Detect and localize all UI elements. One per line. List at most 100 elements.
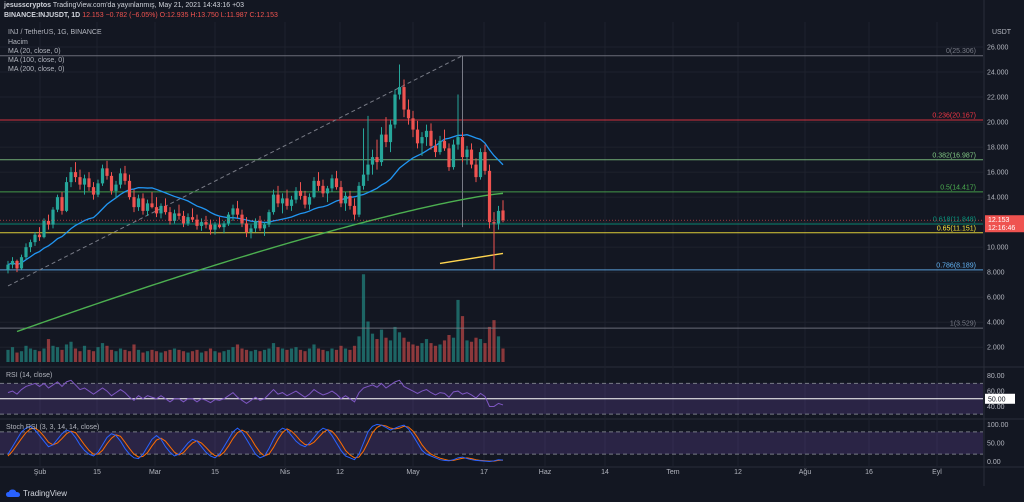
candle-body <box>334 178 339 188</box>
volume-bar <box>46 339 51 362</box>
time-tick-label: 16 <box>865 469 873 476</box>
legend-volume[interactable]: Hacim <box>8 39 28 46</box>
candle-body <box>307 197 312 205</box>
candle <box>447 143 451 171</box>
candle <box>181 210 186 228</box>
volume-bar <box>6 349 10 362</box>
volume-bar <box>469 341 474 362</box>
volume-bar <box>438 344 442 362</box>
candle-body <box>154 207 159 214</box>
candle <box>37 227 42 241</box>
legend-ma100[interactable]: MA (100, close, 0) <box>8 57 65 64</box>
candle-body <box>424 130 429 138</box>
time-tick-label: Ağu <box>799 469 812 476</box>
stoch-band <box>0 431 983 455</box>
volume-bar <box>177 349 181 362</box>
candle <box>424 124 429 146</box>
candle <box>303 190 307 209</box>
candle <box>357 182 361 218</box>
candle-body <box>132 197 136 208</box>
fib-label: 0.5(14.417) <box>940 184 976 191</box>
candle-body <box>123 173 127 181</box>
price-tick-label: 8.000 <box>987 270 1005 277</box>
candle <box>478 148 483 180</box>
candle-body <box>190 217 195 220</box>
volume-bar <box>330 348 334 362</box>
volume-bar <box>478 339 483 362</box>
candle <box>19 254 24 270</box>
volume-bar <box>294 347 298 362</box>
volume-bar <box>370 333 375 362</box>
ma200-line <box>439 252 504 265</box>
stoch-label: Stoch RSI (3, 3, 14, 14, close) <box>6 424 99 431</box>
candle-body <box>478 152 483 178</box>
candle-body <box>433 145 438 153</box>
volume-bar <box>168 349 172 362</box>
volume-bars <box>6 274 505 362</box>
candle-body <box>69 172 73 183</box>
candle-body <box>330 178 334 189</box>
candle <box>105 160 109 180</box>
candle-body <box>253 220 258 229</box>
candle <box>190 208 195 223</box>
candle <box>307 193 312 210</box>
candle <box>123 165 127 185</box>
fib-label: 0.65(11.151) <box>937 225 976 232</box>
last-price-label: 12.153 <box>988 217 1010 224</box>
volume-bar <box>51 345 55 362</box>
brand-text: TradingView <box>23 489 68 498</box>
volume-bar <box>240 348 244 362</box>
candle-body <box>100 168 105 184</box>
volume-bar <box>411 344 415 362</box>
candle-body <box>366 164 370 175</box>
candle-body <box>136 198 141 208</box>
candle <box>483 144 487 175</box>
candle <box>91 182 96 200</box>
legend-ma20[interactable]: MA (20, close, 0) <box>8 48 61 55</box>
volume-bar <box>141 352 145 362</box>
candle-body <box>451 144 456 168</box>
legend-pair[interactable]: INJ / TetherUS, 1G, BINANCE <box>8 29 102 36</box>
legend-ma200[interactable]: MA (200, close, 0) <box>8 66 65 73</box>
candle-body <box>217 224 222 228</box>
candle <box>51 207 55 229</box>
candle-body <box>361 174 366 186</box>
candle-body <box>204 222 208 225</box>
volume-bar <box>15 352 19 362</box>
candle <box>204 215 208 229</box>
candle <box>186 213 190 226</box>
volume-bar <box>60 349 64 362</box>
volume-bar <box>226 349 231 362</box>
countdown-label: 12:16:46 <box>988 225 1015 232</box>
time-tick-label: Tem <box>666 469 679 476</box>
candle <box>348 190 352 210</box>
tradingview-brand[interactable]: TradingView <box>6 489 67 498</box>
volume-bar <box>285 349 289 362</box>
candle-body <box>78 177 82 185</box>
candle-body <box>298 190 303 196</box>
candles <box>6 64 505 274</box>
candle <box>154 197 159 218</box>
author-line: jesusscryptos TradingView.com'da yayınla… <box>4 2 244 9</box>
candle-body <box>186 217 190 224</box>
price-tick-label: 14.000 <box>987 195 1009 202</box>
candle-body <box>222 223 226 228</box>
volume-bar <box>222 351 226 362</box>
candle <box>438 135 442 155</box>
stoch-rsi-pane: Stoch RSI (3, 3, 14, 14, close) <box>0 423 983 463</box>
candle <box>460 132 465 163</box>
candle <box>240 209 244 228</box>
ma100-line <box>16 192 504 333</box>
volume-bar <box>199 352 204 362</box>
price-tick-label: 18.000 <box>987 145 1009 152</box>
candle-body <box>249 228 253 233</box>
price-tick-label: 24.000 <box>987 70 1009 77</box>
price-tick-label: 16.000 <box>987 170 1009 177</box>
candle <box>42 218 46 239</box>
candle-body <box>474 164 478 178</box>
axes: 26.000 24.000 22.000 20.000 18.000 16.000 14.0… <box>0 29 1024 476</box>
volume-bar <box>379 329 384 362</box>
volume-bar <box>492 320 496 362</box>
candle-body <box>145 203 150 211</box>
